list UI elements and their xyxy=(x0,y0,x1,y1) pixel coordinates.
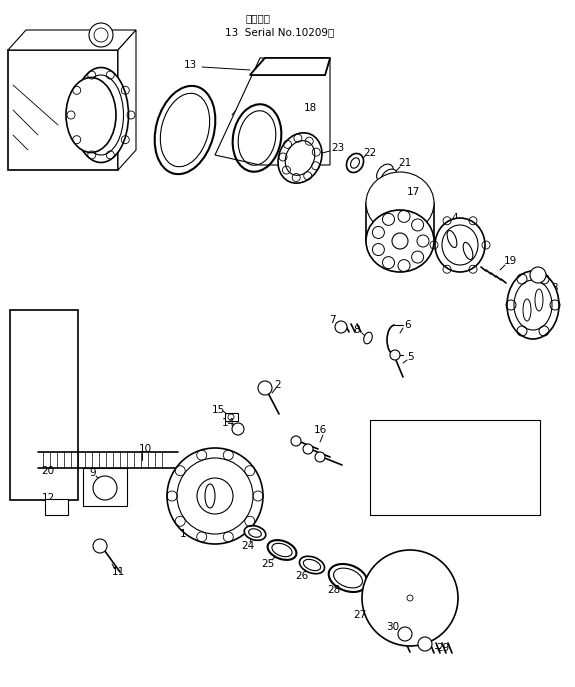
Ellipse shape xyxy=(366,210,434,272)
Text: 4: 4 xyxy=(452,213,458,223)
Circle shape xyxy=(93,476,117,500)
Ellipse shape xyxy=(347,153,363,172)
Text: 6: 6 xyxy=(405,320,411,330)
Text: 16: 16 xyxy=(313,425,327,435)
Ellipse shape xyxy=(366,172,434,234)
Circle shape xyxy=(418,637,432,651)
Polygon shape xyxy=(250,58,330,75)
Bar xyxy=(225,413,238,421)
Circle shape xyxy=(258,381,272,395)
Bar xyxy=(83,468,127,506)
Ellipse shape xyxy=(435,218,485,272)
Text: 19: 19 xyxy=(503,256,516,266)
Ellipse shape xyxy=(244,526,266,541)
Circle shape xyxy=(362,550,458,646)
Polygon shape xyxy=(118,30,136,170)
Circle shape xyxy=(315,452,325,462)
Text: 29: 29 xyxy=(436,643,450,653)
Polygon shape xyxy=(45,499,68,515)
Circle shape xyxy=(291,436,301,446)
Text: 12: 12 xyxy=(41,493,55,503)
Text: 5: 5 xyxy=(407,352,413,362)
Circle shape xyxy=(398,627,412,641)
Polygon shape xyxy=(8,50,118,170)
Text: 3: 3 xyxy=(551,283,557,293)
Ellipse shape xyxy=(74,67,128,163)
Text: 22: 22 xyxy=(363,148,377,158)
Text: 1: 1 xyxy=(179,529,186,539)
Polygon shape xyxy=(215,58,330,165)
Ellipse shape xyxy=(66,78,116,153)
Text: 30: 30 xyxy=(386,622,400,632)
Bar xyxy=(13,58,113,168)
Text: 24: 24 xyxy=(242,541,255,551)
Ellipse shape xyxy=(79,75,124,155)
Text: 27: 27 xyxy=(354,610,367,620)
Polygon shape xyxy=(8,30,136,50)
Ellipse shape xyxy=(364,333,372,344)
Text: 13  Serial No.10209～: 13 Serial No.10209～ xyxy=(225,27,334,37)
Circle shape xyxy=(390,350,400,360)
Text: 8: 8 xyxy=(354,325,361,335)
Ellipse shape xyxy=(463,243,473,260)
Circle shape xyxy=(303,444,313,454)
Ellipse shape xyxy=(447,230,457,247)
Circle shape xyxy=(530,267,546,283)
Text: 20: 20 xyxy=(41,466,55,476)
Polygon shape xyxy=(370,420,540,515)
Ellipse shape xyxy=(381,169,397,187)
Text: 適用号表: 適用号表 xyxy=(245,13,270,23)
Text: 31: 31 xyxy=(282,60,300,73)
Text: 17: 17 xyxy=(407,187,420,197)
Circle shape xyxy=(232,423,244,435)
Ellipse shape xyxy=(389,179,405,197)
Text: 15: 15 xyxy=(212,405,225,415)
Ellipse shape xyxy=(267,540,297,560)
Text: 2: 2 xyxy=(275,380,281,390)
Text: 7: 7 xyxy=(329,315,335,325)
Circle shape xyxy=(167,448,263,544)
Text: 13: 13 xyxy=(183,60,197,70)
Circle shape xyxy=(335,321,347,333)
Text: 25: 25 xyxy=(262,559,275,569)
Ellipse shape xyxy=(507,271,559,339)
Circle shape xyxy=(89,23,113,47)
Text: 18: 18 xyxy=(304,103,317,113)
Text: 9: 9 xyxy=(90,468,97,478)
Text: 26: 26 xyxy=(296,571,309,581)
Text: 31: 31 xyxy=(282,60,300,73)
Text: 11: 11 xyxy=(112,567,125,577)
Polygon shape xyxy=(10,310,78,500)
Ellipse shape xyxy=(300,556,324,574)
Text: 23: 23 xyxy=(331,143,344,153)
Text: 14: 14 xyxy=(221,418,235,428)
Text: 10: 10 xyxy=(139,444,152,454)
Ellipse shape xyxy=(278,133,322,183)
Ellipse shape xyxy=(329,564,367,592)
Polygon shape xyxy=(250,58,330,75)
Ellipse shape xyxy=(377,164,393,182)
Text: 28: 28 xyxy=(327,585,340,595)
Circle shape xyxy=(93,539,107,553)
Text: 21: 21 xyxy=(398,158,412,168)
Ellipse shape xyxy=(385,174,401,192)
